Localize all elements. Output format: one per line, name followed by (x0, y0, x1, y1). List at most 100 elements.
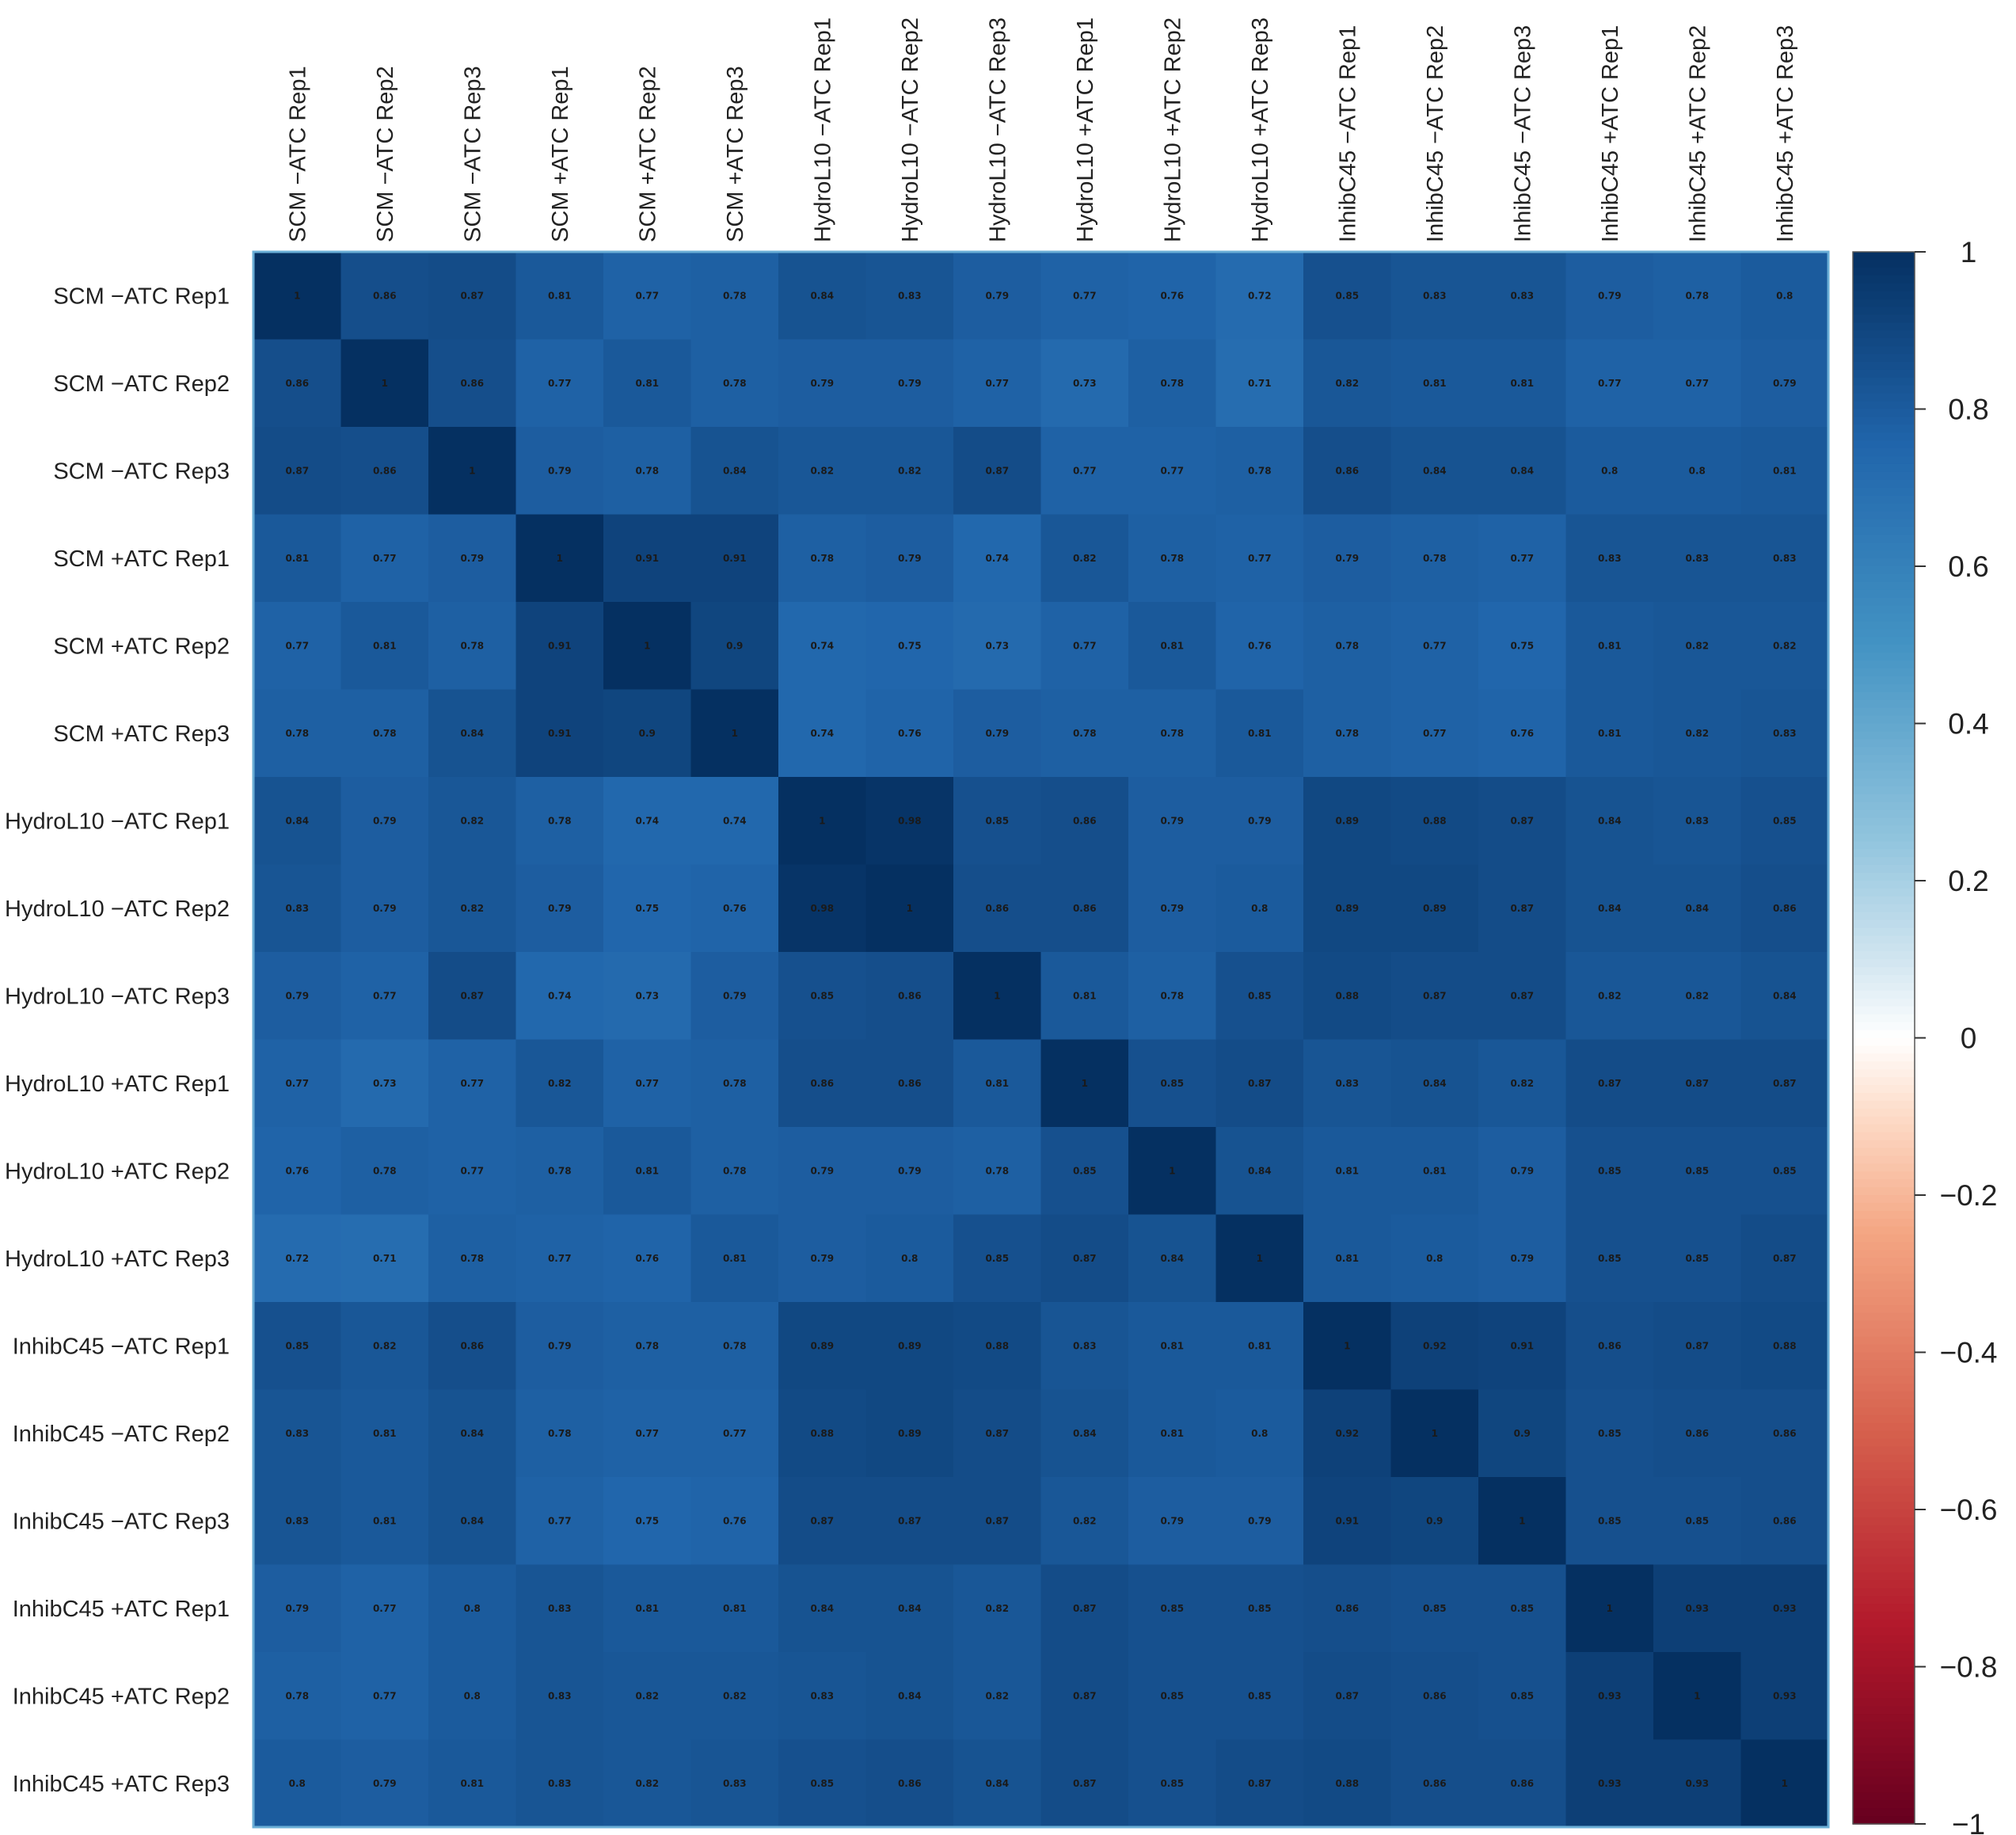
column-label: SCM +ATC Rep1 (548, 66, 573, 242)
colorbar-segment (1853, 291, 1915, 300)
colorbar-segment (1853, 511, 1915, 520)
heatmap-cell-r5-c13 (1390, 689, 1479, 778)
cell-value-r6-c9: 0.86 (1073, 815, 1097, 826)
cell-value-r11-c16: 0.85 (1685, 1253, 1709, 1264)
colorbar-segment (1853, 1171, 1915, 1180)
heatmap-cell-r13-c6 (778, 1389, 867, 1478)
cell-value-r14-c5: 0.76 (723, 1515, 747, 1526)
colorbar-segment (1853, 440, 1915, 449)
colorbar-segment (1853, 621, 1915, 630)
cell-value-r6-c6: 1 (819, 815, 825, 826)
colorbar-segment (1853, 1462, 1915, 1471)
heatmap-cell-r1-c2 (428, 339, 517, 428)
heatmap-cell-r16-c10 (1128, 1652, 1217, 1741)
cell-value-r9-c16: 0.87 (1685, 1078, 1709, 1089)
cell-value-r9-c17: 0.87 (1773, 1078, 1797, 1089)
cell-value-r10-c11: 0.84 (1248, 1165, 1272, 1176)
heatmap-cell-r2-c6 (778, 427, 867, 516)
colorbar-segment (1853, 393, 1915, 402)
cell-value-r1-c14: 0.81 (1510, 378, 1534, 389)
cell-value-r15-c13: 0.85 (1423, 1603, 1447, 1614)
cell-value-r10-c9: 0.85 (1073, 1165, 1097, 1176)
heatmap-cell-r3-c5 (690, 514, 779, 603)
cell-value-r5-c17: 0.83 (1773, 728, 1797, 739)
heatmap-cell-r1-c4 (603, 339, 692, 428)
heatmap-cell-r5-c8 (953, 689, 1042, 778)
heatmap-cell-r5-c1 (340, 689, 429, 778)
cell-value-r6-c10: 0.79 (1160, 815, 1184, 826)
cell-value-r7-c11: 0.8 (1251, 903, 1268, 914)
cell-value-r17-c11: 0.87 (1248, 1778, 1272, 1789)
heatmap-cell-r4-c0 (253, 602, 342, 691)
cell-value-r6-c5: 0.74 (723, 815, 747, 826)
colorbar-segment (1853, 904, 1915, 913)
heatmap-cell-r9-c2 (428, 1039, 517, 1128)
colorbar-segment (1853, 1100, 1915, 1110)
colorbar-segment (1853, 409, 1915, 418)
colorbar-segment (1853, 1352, 1915, 1361)
colorbar-segment (1853, 267, 1915, 276)
cell-value-r12-c9: 0.83 (1073, 1340, 1097, 1351)
cell-value-r5-c0: 0.78 (285, 728, 309, 739)
cell-value-r16-c4: 0.82 (635, 1690, 659, 1701)
colorbar-segment (1853, 983, 1915, 992)
cell-value-r5-c2: 0.84 (460, 728, 484, 739)
colorbar-segment (1853, 1360, 1915, 1369)
cell-value-r4-c15: 0.81 (1598, 640, 1622, 651)
colorbar-segment (1853, 1776, 1915, 1786)
cell-value-r17-c9: 0.87 (1073, 1778, 1097, 1789)
cell-value-r11-c6: 0.79 (810, 1253, 834, 1264)
colorbar-segment (1853, 448, 1915, 457)
heatmap-cell-r17-c11 (1215, 1739, 1304, 1828)
heatmap-cell-r10-c17 (1740, 1127, 1829, 1216)
colorbar-segment (1853, 1014, 1915, 1023)
cell-value-r12-c12: 1 (1344, 1340, 1350, 1351)
cell-value-r4-c13: 0.77 (1423, 640, 1447, 651)
cell-value-r0-c14: 0.83 (1510, 290, 1534, 301)
colorbar-segment (1853, 322, 1915, 332)
colorbar-segment (1853, 354, 1915, 363)
colorbar-segment (1853, 424, 1915, 434)
cell-value-r13-c13: 1 (1432, 1428, 1438, 1439)
cell-value-r11-c9: 0.87 (1073, 1253, 1097, 1264)
cell-value-r7-c16: 0.84 (1685, 903, 1709, 914)
cell-value-r12-c0: 0.85 (285, 1340, 309, 1351)
cell-value-r0-c16: 0.78 (1685, 290, 1709, 301)
heatmap-cell-r11-c16 (1653, 1214, 1742, 1303)
cell-value-r13-c2: 0.84 (460, 1428, 484, 1439)
cell-value-r16-c14: 0.85 (1510, 1690, 1534, 1701)
cell-value-r9-c3: 0.82 (548, 1078, 572, 1089)
cell-value-r2-c7: 0.82 (898, 465, 922, 476)
colorbar-segment (1853, 597, 1915, 607)
heatmap-cell-r4-c3 (515, 602, 604, 691)
heatmap-cell-r6-c14 (1478, 777, 1567, 866)
colorbar-segment (1853, 1784, 1915, 1794)
colorbar-segment (1853, 1698, 1915, 1707)
colorbar-segment (1853, 535, 1915, 544)
colorbar-segment (1853, 1061, 1915, 1071)
cell-value-r13-c16: 0.86 (1685, 1428, 1709, 1439)
colorbar-segment (1853, 683, 1915, 693)
heatmap-cell-r16-c5 (690, 1652, 779, 1741)
cell-value-r11-c17: 0.87 (1773, 1253, 1797, 1264)
heatmap-cell-r17-c14 (1478, 1739, 1567, 1828)
cell-value-r5-c9: 0.78 (1073, 728, 1097, 739)
cell-value-r13-c8: 0.87 (985, 1428, 1009, 1439)
heatmap-cell-r16-c14 (1478, 1652, 1567, 1741)
heatmap-cell-r7-c13 (1390, 864, 1479, 953)
colorbar-segment (1853, 1745, 1915, 1754)
cell-value-r1-c12: 0.82 (1335, 378, 1359, 389)
cell-value-r17-c4: 0.82 (635, 1778, 659, 1789)
heatmap-cell-r3-c16 (1653, 514, 1742, 603)
heatmap-cell-r1-c17 (1740, 339, 1829, 428)
cell-value-r10-c10: 1 (1169, 1165, 1175, 1176)
heatmap-cell-r8-c15 (1565, 952, 1654, 1041)
colorbar-segment (1853, 1179, 1915, 1188)
heatmap-cell-r16-c6 (778, 1652, 867, 1741)
cell-value-r15-c6: 0.84 (810, 1603, 834, 1614)
colorbar-segment (1853, 1092, 1915, 1102)
colorbar-segment (1853, 456, 1915, 465)
colorbar-segment (1853, 1761, 1915, 1770)
heatmap-cell-r8-c11 (1215, 952, 1304, 1041)
colorbar-segment (1853, 873, 1915, 881)
